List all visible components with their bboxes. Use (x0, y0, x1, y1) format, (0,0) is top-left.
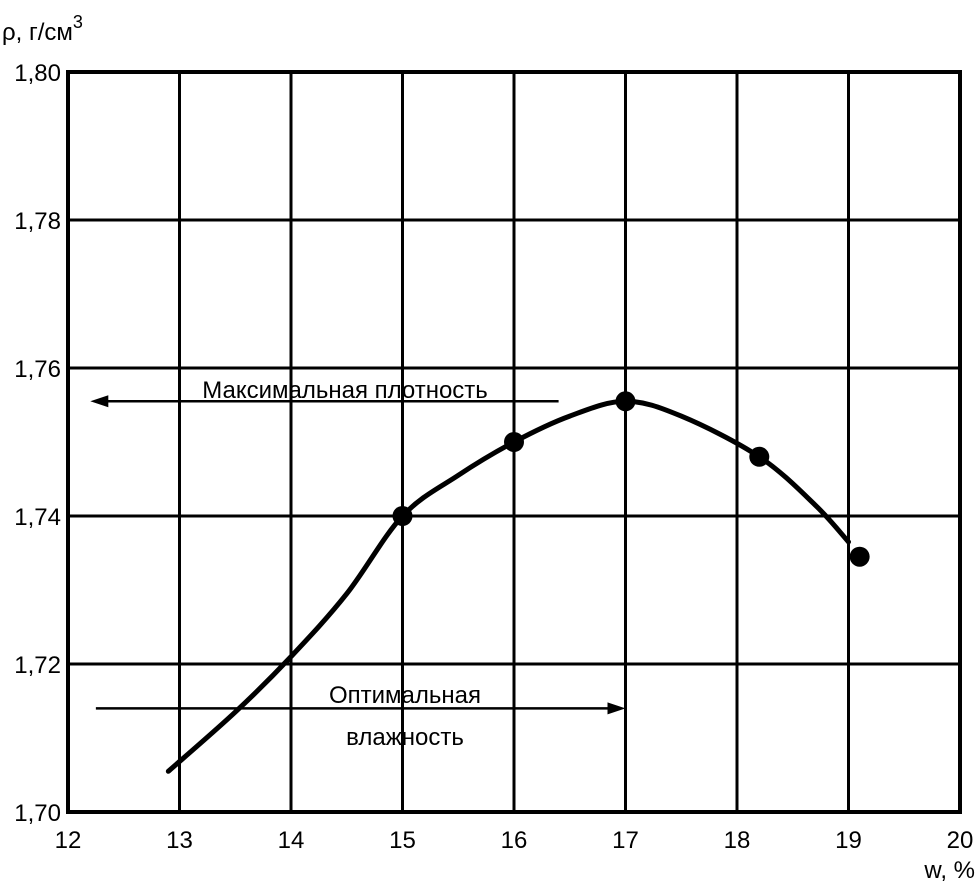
y-tick-labels: 1,70 1,72 1,74 1,76 1,78 1,80 (14, 60, 61, 827)
x-tick-label: 13 (166, 827, 193, 854)
optimal-moisture-label-line1: Оптимальная (329, 682, 481, 709)
x-axis-label: w, % (923, 857, 975, 884)
x-tick-label: 14 (278, 827, 305, 854)
y-tick-label: 1,78 (14, 208, 61, 235)
data-point (504, 432, 524, 452)
y-tick-label: 1,72 (14, 652, 61, 679)
max-density-arrowhead (90, 395, 109, 408)
data-point (849, 546, 870, 567)
x-tick-label: 18 (724, 827, 751, 854)
data-point (749, 446, 770, 467)
data-point (392, 506, 413, 526)
optimal-moisture-label-line2: влажность (346, 724, 464, 751)
y-tick-label: 1,80 (14, 60, 61, 87)
x-tick-label: 16 (501, 827, 528, 854)
y-tick-label: 1,76 (14, 356, 61, 383)
y-tick-label: 1,70 (14, 800, 61, 827)
data-points (392, 391, 870, 567)
plot-frame (66, 70, 962, 814)
x-tick-labels: 12 13 14 15 16 17 18 19 20 (55, 827, 974, 854)
x-tick-label: 20 (947, 827, 974, 854)
x-tick-label: 17 (612, 827, 639, 854)
density-curve (165, 398, 851, 774)
x-tick-label: 19 (835, 827, 862, 854)
x-tick-label: 12 (55, 827, 82, 854)
y-axis-label: ρ, г/см3 (2, 12, 83, 46)
annotations: Максимальная плотность Оптимальная влажн… (90, 377, 626, 751)
x-tick-label: 15 (389, 827, 416, 854)
max-density-label: Максимальная плотность (202, 377, 488, 404)
y-tick-label: 1,74 (14, 504, 61, 531)
optimal-moisture-arrowhead (607, 702, 626, 715)
data-point (615, 391, 636, 412)
